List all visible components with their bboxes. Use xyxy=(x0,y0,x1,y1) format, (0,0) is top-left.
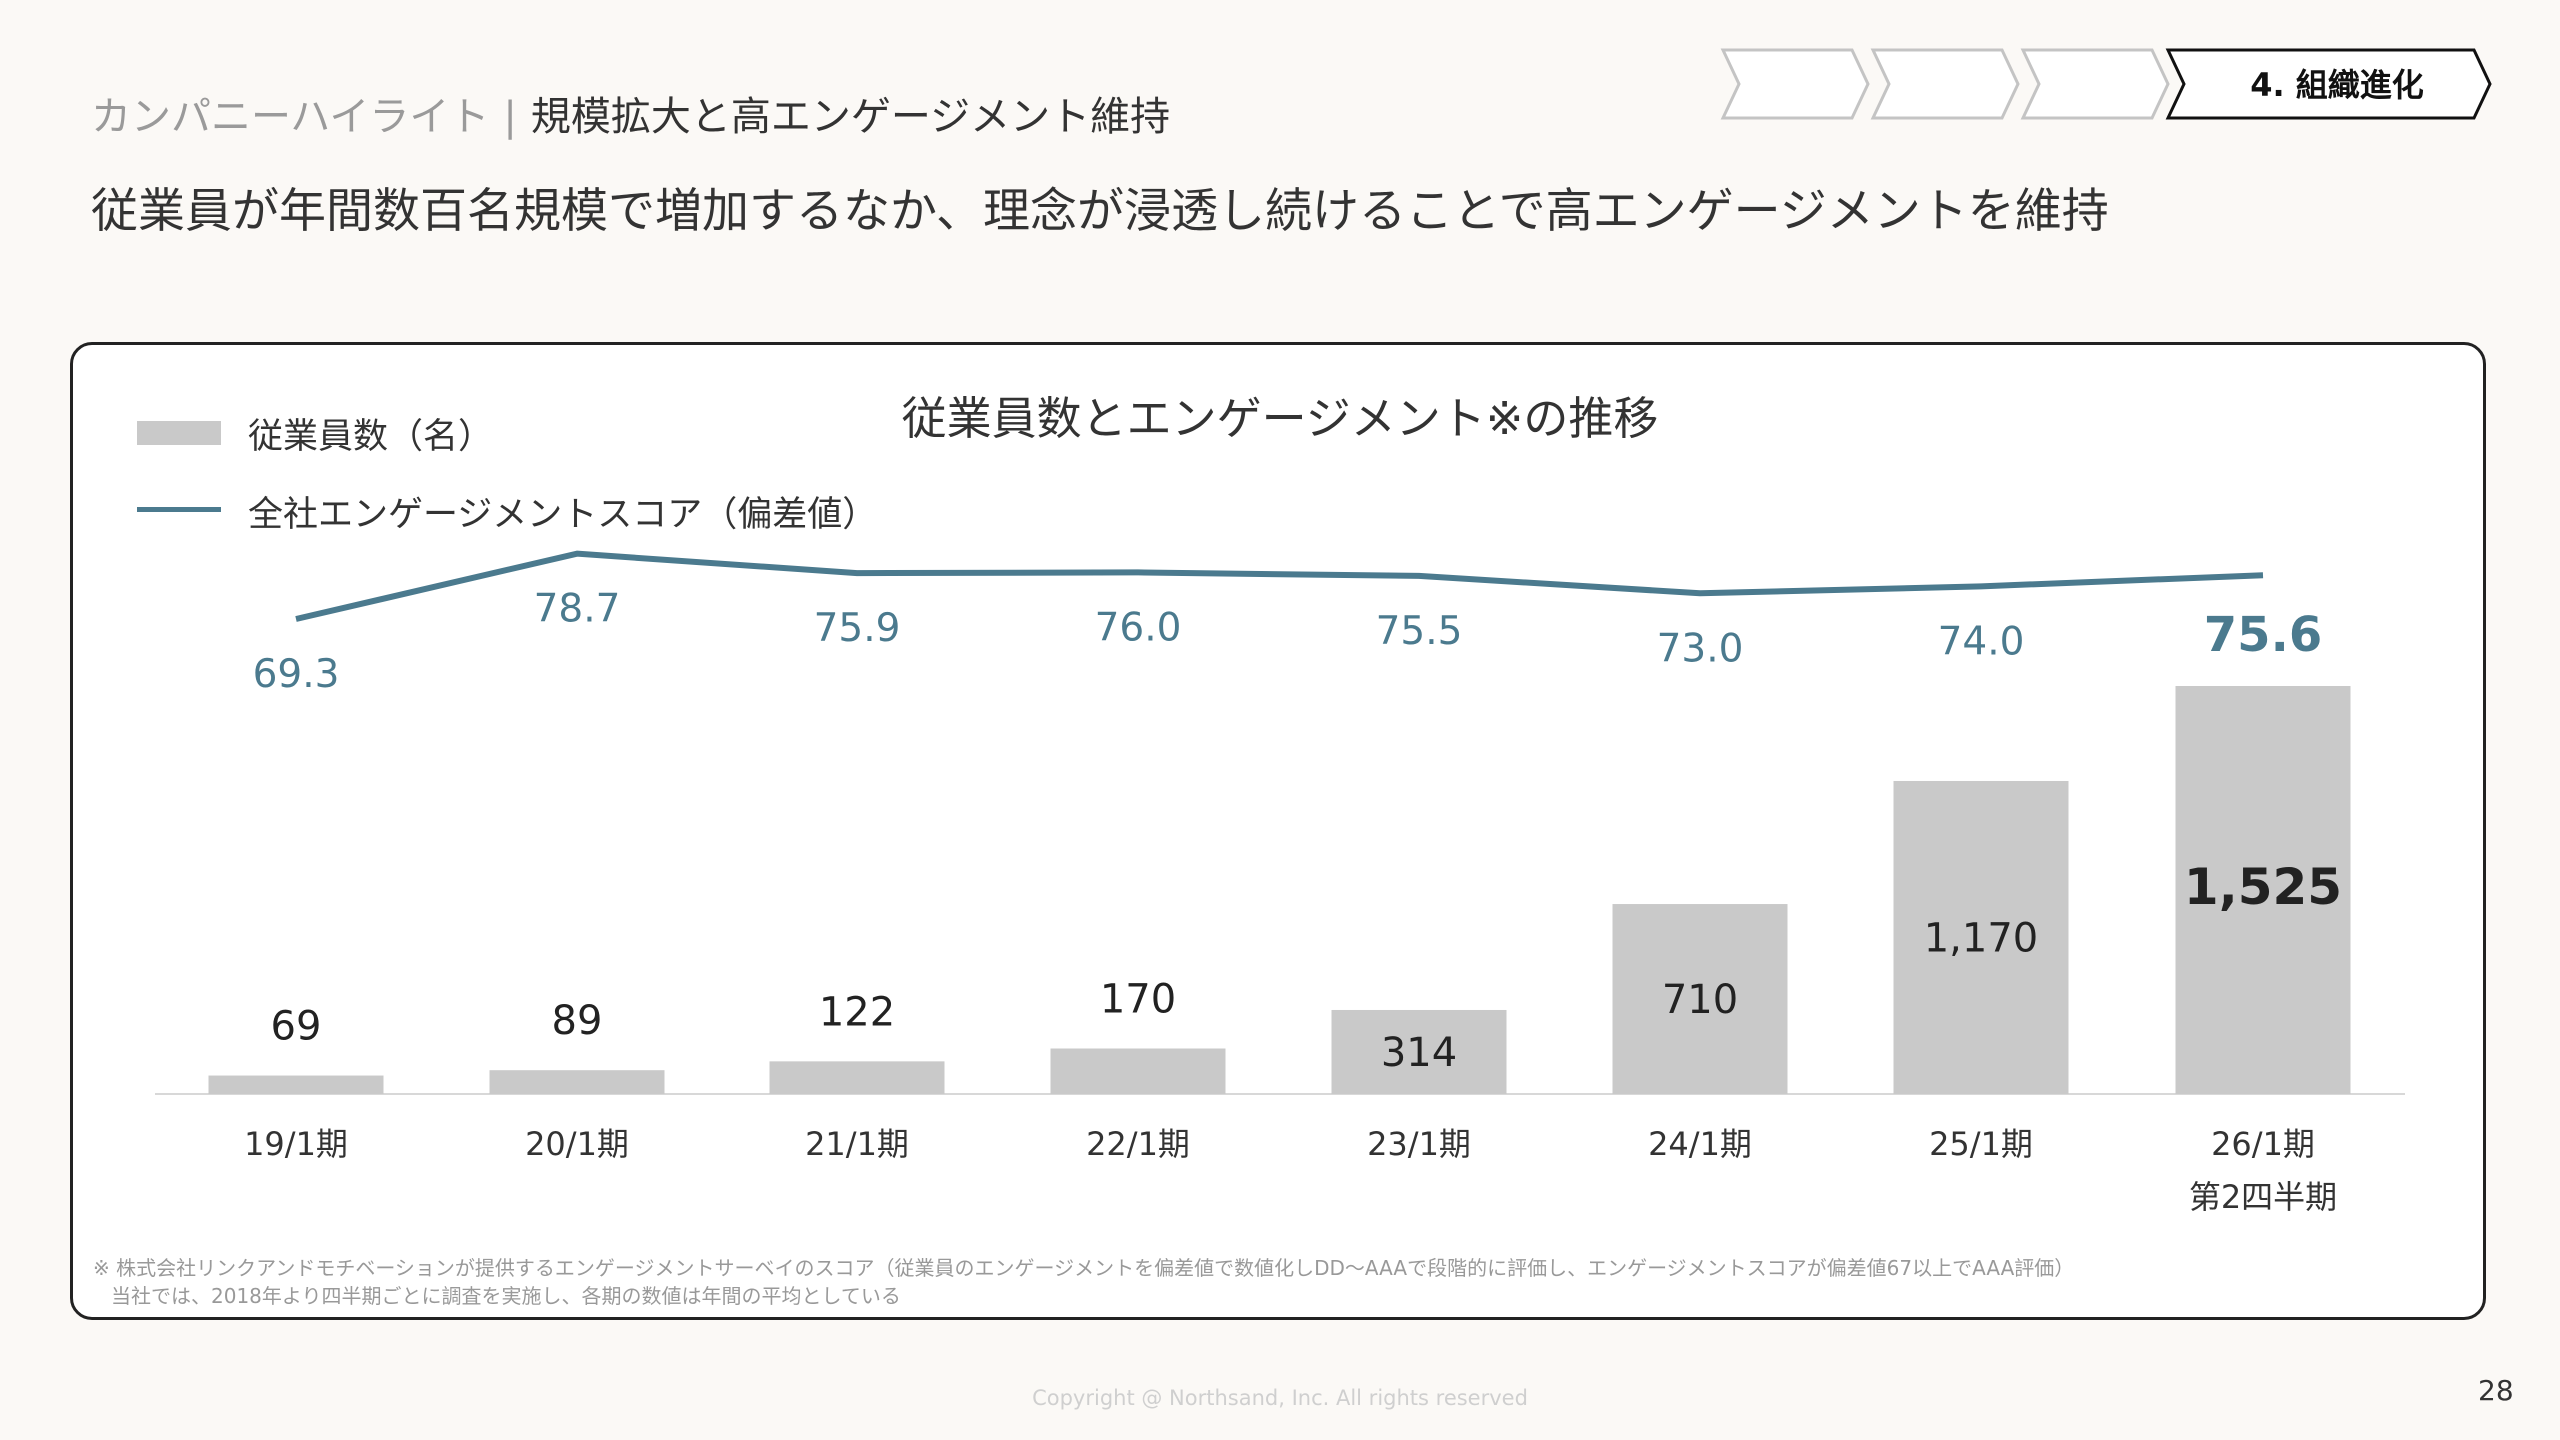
bar-value-label: 89 xyxy=(552,998,603,1044)
step-chevron xyxy=(1720,48,1870,120)
line-value-label: 74.0 xyxy=(1938,619,2025,664)
footnote-line-1: ※ 株式会社リンクアンドモチベーションが提供するエンゲージメントサーベイのスコア… xyxy=(93,1256,2075,1280)
section-separator: | xyxy=(503,94,517,140)
step-chevron xyxy=(1870,48,2020,120)
x-tick-label: 22/1期 xyxy=(1086,1125,1190,1163)
line-value-label: 78.7 xyxy=(534,587,621,632)
bar-value-label: 170 xyxy=(1100,977,1176,1023)
bar-employees xyxy=(1331,1009,1507,1094)
bar-employees xyxy=(1050,1048,1226,1094)
x-tick-label: 26/1期 xyxy=(2211,1125,2315,1163)
section-breadcrumb: カンパニーハイライト | 規模拡大と高エンゲージメント維持 xyxy=(91,84,1170,142)
line-value-label: 73.0 xyxy=(1657,626,1744,671)
bar-value-label: 710 xyxy=(1662,977,1738,1023)
step-chevron xyxy=(2020,48,2170,120)
x-tick-label: 19/1期 xyxy=(244,1125,348,1163)
section-label: カンパニーハイライト xyxy=(91,94,490,140)
line-value-label: 75.9 xyxy=(814,606,901,651)
legend-bar-label: 従業員数（名） xyxy=(248,417,494,457)
x-tick-label: 23/1期 xyxy=(1367,1125,1471,1163)
step-label: 4. 組織進化 xyxy=(2250,66,2424,104)
legend-bar-swatch xyxy=(137,421,221,445)
x-tick-label: 20/1期 xyxy=(525,1125,629,1163)
bar-value-label: 1,170 xyxy=(1924,915,2039,961)
bar-employees xyxy=(2175,686,2351,1094)
legend-line-label: 全社エンゲージメントスコア（偏差値） xyxy=(248,495,878,535)
footnote-line-2: 当社では、2018年より四半期ごとに調査を実施し、各期の数値は年間の平均としてい… xyxy=(111,1284,901,1308)
bar-employees xyxy=(489,1070,665,1094)
footnote: ※ 株式会社リンクアンドモチベーションが提供するエンゲージメントサーベイのスコア… xyxy=(93,1254,2074,1310)
chart-title: 従業員数とエンゲージメント※の推移 xyxy=(901,392,1659,445)
x-tick-label: 24/1期 xyxy=(1648,1125,1752,1163)
line-value-label: 76.0 xyxy=(1095,605,1182,650)
line-value-label: 75.5 xyxy=(1376,609,1463,654)
step-chevron xyxy=(2165,48,2492,120)
x-tick-label: 21/1期 xyxy=(805,1125,909,1163)
legend-line-swatch xyxy=(137,507,221,512)
x-tick-sublabel: 第2四半期 xyxy=(2189,1178,2337,1216)
page-number: 28 xyxy=(2478,1374,2514,1407)
chart-panel xyxy=(70,342,2486,1320)
bar-value-label: 122 xyxy=(819,989,895,1035)
bar-value-label: 1,525 xyxy=(2184,858,2342,916)
copyright: Copyright @ Northsand, Inc. All rights r… xyxy=(1032,1386,1528,1410)
bar-employees xyxy=(208,1075,384,1094)
bar-value-label: 69 xyxy=(271,1004,322,1050)
line-engagement xyxy=(295,550,2264,622)
line-value-label: 69.3 xyxy=(253,652,340,697)
section-title: 規模拡大と高エンゲージメント維持 xyxy=(530,94,1171,140)
bar-employees xyxy=(769,1061,945,1094)
x-tick-label: 25/1期 xyxy=(1929,1125,2033,1163)
bar-employees xyxy=(1893,780,2069,1094)
bar-employees xyxy=(1612,904,1788,1094)
line-value-label: 75.6 xyxy=(2204,607,2322,663)
progress-steps: 4. 組織進化 xyxy=(1720,48,2492,120)
bar-value-label: 314 xyxy=(1381,1030,1457,1076)
page-headline: 従業員が年間数百名規模で増加するなか、理念が浸透し続けることで高エンゲージメント… xyxy=(91,184,2109,239)
